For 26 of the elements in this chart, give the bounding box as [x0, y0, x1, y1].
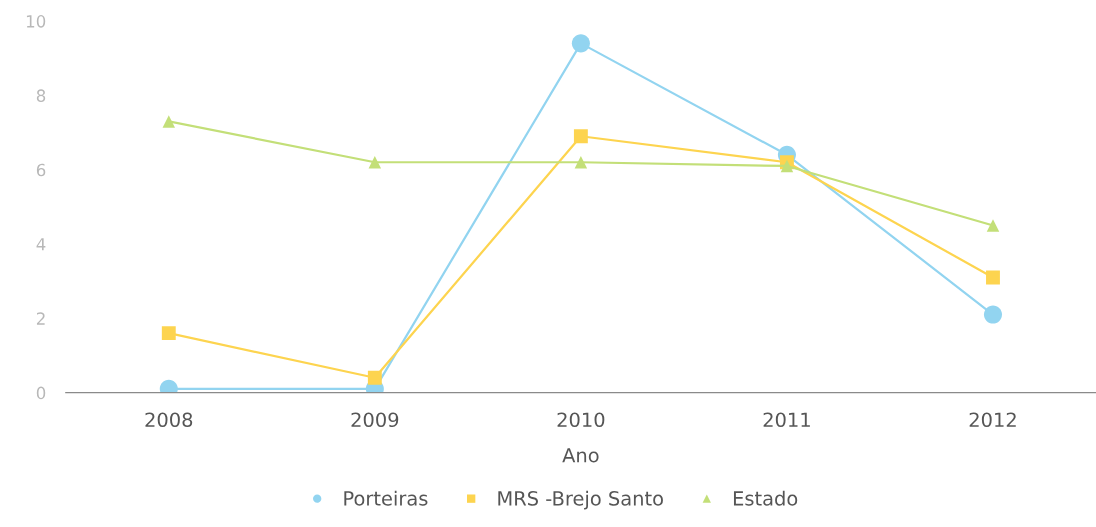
x-tick-label: 2009 [351, 412, 399, 428]
x-tick-label: 2008 [145, 412, 193, 428]
point [986, 219, 1000, 232]
y-tick-label: 4 [36, 238, 46, 251]
legend-label: Estado [733, 490, 798, 506]
legend-label: Porteiras [344, 490, 428, 506]
legend-label: MRS -Brejo Santo [498, 490, 663, 510]
point [573, 129, 588, 144]
y-tick-label: 10 [26, 15, 46, 28]
point [368, 156, 382, 169]
point [161, 326, 176, 341]
y-tick-label: 8 [36, 89, 46, 102]
y-tick-label: 2 [36, 312, 45, 325]
point [983, 305, 1002, 324]
point [571, 34, 590, 53]
y-tick-label: 6 [36, 163, 46, 177]
point [162, 115, 176, 128]
x-axis-title: Ano [562, 448, 599, 463]
point [574, 156, 588, 169]
point [367, 370, 382, 385]
y-tick-label: 0 [36, 386, 46, 400]
point [780, 159, 794, 173]
point [986, 270, 1000, 285]
x-tick-label: 2012 [969, 412, 1016, 428]
x-tick-label: 2010 [557, 412, 605, 428]
x-tick-label: 2011 [763, 412, 810, 428]
